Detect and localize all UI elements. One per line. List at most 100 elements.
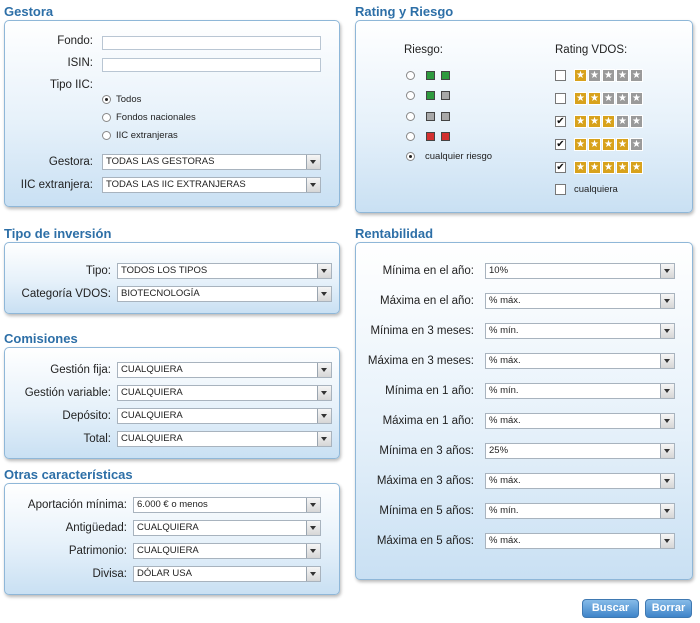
comision-select-value: CUALQUIERA: [121, 410, 183, 421]
chevron-down-icon: [660, 264, 674, 278]
chevron-down-icon: [660, 324, 674, 338]
rentabilidad-label: Mínima en 5 años:: [379, 505, 474, 517]
otras-select[interactable]: 6.000 € o menos: [133, 497, 321, 513]
riesgo-radio-cualquier[interactable]: [406, 152, 415, 161]
rentabilidad-select[interactable]: % mín.: [485, 323, 675, 339]
chevron-down-icon: [317, 287, 331, 301]
rentabilidad-select[interactable]: % máx.: [485, 473, 675, 489]
otras-select[interactable]: DÓLAR USA: [133, 566, 321, 582]
rentabilidad-select[interactable]: % máx.: [485, 533, 675, 549]
rentabilidad-select-value: % máx.: [489, 475, 521, 486]
rating-checkbox[interactable]: ✔: [555, 162, 566, 173]
rentabilidad-select-value: % mín.: [489, 385, 519, 396]
otras-label: Patrimonio:: [68, 545, 127, 557]
gestora-select[interactable]: TODAS LAS GESTORAS: [102, 154, 321, 170]
rentabilidad-select[interactable]: % mín.: [485, 383, 675, 399]
otras-select[interactable]: CUALQUIERA: [133, 543, 321, 559]
otras-panel: Aportación mínima: 6.000 € o menos Antigüe…: [4, 483, 340, 595]
rating-checkbox[interactable]: ✔: [555, 116, 566, 127]
riesgo-radio[interactable]: [406, 91, 415, 100]
rating-section-title: Rating y Riesgo: [355, 4, 454, 19]
rating-checkbox[interactable]: [555, 93, 566, 104]
rentabilidad-label: Mínima en 1 año:: [385, 385, 474, 397]
star-icon: ★: [588, 161, 601, 174]
rentabilidad-select[interactable]: % mín.: [485, 503, 675, 519]
isin-input[interactable]: [102, 58, 321, 72]
chevron-down-icon: [317, 264, 331, 278]
iic-extranjera-select[interactable]: TODAS LAS IIC EXTRANJERAS: [102, 177, 321, 193]
tipo-nacionales-label: Fondos nacionales: [116, 112, 196, 123]
chevron-down-icon: [660, 414, 674, 428]
rentabilidad-label: Máxima en 5 años:: [376, 535, 474, 547]
star-icon: ★: [616, 69, 629, 82]
otras-label: Divisa:: [92, 568, 127, 580]
risk-level-icon: [441, 71, 450, 80]
star-icon: ★: [574, 92, 587, 105]
star-icon: ★: [574, 161, 587, 174]
riesgo-radio[interactable]: [406, 132, 415, 141]
otras-select-value: DÓLAR USA: [137, 568, 192, 579]
chevron-down-icon: [306, 567, 320, 581]
chevron-down-icon: [317, 432, 331, 446]
rentabilidad-label: Máxima en el año:: [380, 295, 474, 307]
comision-select-value: CUALQUIERA: [121, 364, 183, 375]
rating-checkbox[interactable]: [555, 70, 566, 81]
borrar-button[interactable]: Borrar: [645, 599, 692, 618]
rating-vdos-label: Rating VDOS:: [555, 44, 628, 56]
cualquiera-label: cualquiera: [574, 184, 618, 195]
otras-select-value: 6.000 € o menos: [137, 499, 208, 510]
otras-label: Antigüedad:: [65, 522, 127, 534]
buscar-button[interactable]: Buscar: [582, 599, 639, 618]
star-icon: ★: [588, 115, 601, 128]
riesgo-radio[interactable]: [406, 71, 415, 80]
gestora-panel: Fondo: ISIN: Tipo IIC: Todos Fondos naci…: [4, 20, 340, 207]
rating-panel: Riesgo: Rating VDOS: cualquier riesgo ★ ★…: [355, 20, 693, 213]
star-icon: ★: [616, 161, 629, 174]
tipo-select[interactable]: TODOS LOS TIPOS: [117, 263, 332, 279]
comision-select[interactable]: CUALQUIERA: [117, 408, 332, 424]
tipo-extranjeras-radio[interactable]: [102, 131, 111, 140]
otras-select-value: CUALQUIERA: [137, 522, 199, 533]
iic-extranjera-label: IIC extranjera:: [20, 179, 93, 191]
rating-checkbox[interactable]: ✔: [555, 139, 566, 150]
risk-level-icon: [441, 132, 450, 141]
star-icon: ★: [602, 161, 615, 174]
chevron-down-icon: [660, 474, 674, 488]
rentabilidad-section-title: Rentabilidad: [355, 226, 434, 241]
rentabilidad-select-value: % máx.: [489, 415, 521, 426]
chevron-down-icon: [306, 521, 320, 535]
comision-select[interactable]: CUALQUIERA: [117, 431, 332, 447]
comision-label: Gestión fija:: [50, 364, 111, 376]
categoria-select-value: BIOTECNOLOGÍA: [121, 288, 200, 299]
rentabilidad-label: Máxima en 3 meses:: [367, 355, 474, 367]
star-icon: ★: [602, 115, 615, 128]
rentabilidad-select[interactable]: 25%: [485, 443, 675, 459]
tipo-todos-radio[interactable]: [102, 95, 111, 104]
rentabilidad-select-value: % mín.: [489, 505, 519, 516]
rentabilidad-select[interactable]: 10%: [485, 263, 675, 279]
rentabilidad-select[interactable]: % máx.: [485, 413, 675, 429]
rating-cualquiera-checkbox[interactable]: [555, 184, 566, 195]
rentabilidad-select-value: % máx.: [489, 355, 521, 366]
fondo-label: Fondo:: [57, 35, 93, 47]
rentabilidad-select[interactable]: % máx.: [485, 293, 675, 309]
comision-select-value: CUALQUIERA: [121, 433, 183, 444]
riesgo-radio[interactable]: [406, 112, 415, 121]
star-icon: ★: [616, 92, 629, 105]
risk-level-icon: [441, 112, 450, 121]
comision-select[interactable]: CUALQUIERA: [117, 362, 332, 378]
cualquier-riesgo-label: cualquier riesgo: [425, 151, 493, 162]
categoria-select[interactable]: BIOTECNOLOGÍA: [117, 286, 332, 302]
chevron-down-icon: [660, 504, 674, 518]
comision-select[interactable]: CUALQUIERA: [117, 385, 332, 401]
fondo-input[interactable]: [102, 36, 321, 50]
tipo-nacionales-radio[interactable]: [102, 113, 111, 122]
rentabilidad-select-value: % mín.: [489, 325, 519, 336]
otras-select[interactable]: CUALQUIERA: [133, 520, 321, 536]
tipo-todos-label: Todos: [116, 94, 142, 105]
star-icon: ★: [588, 69, 601, 82]
star-icon: ★: [588, 92, 601, 105]
rentabilidad-select[interactable]: % máx.: [485, 353, 675, 369]
star-icon: ★: [574, 69, 587, 82]
gestora-select-value: TODAS LAS GESTORAS: [106, 156, 215, 167]
